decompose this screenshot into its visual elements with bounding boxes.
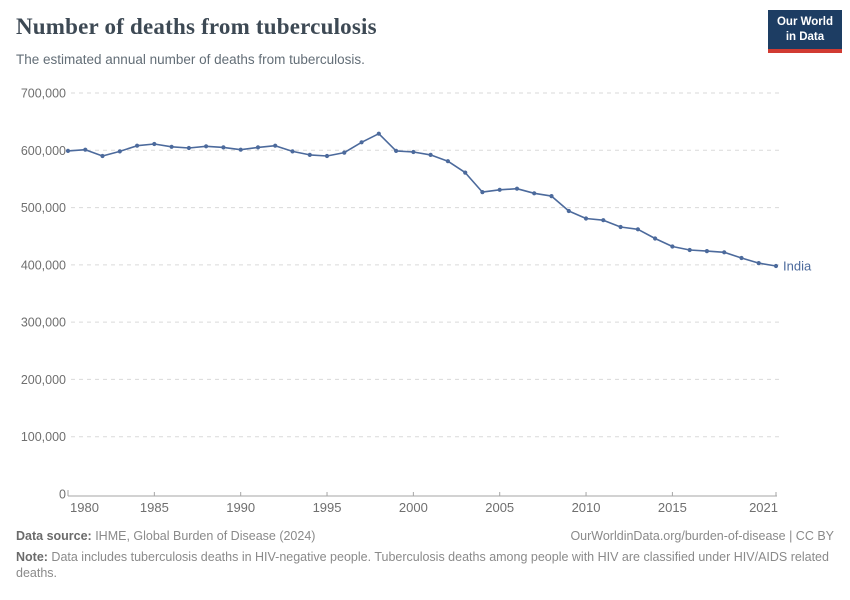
- data-point[interactable]: [687, 247, 692, 253]
- data-point[interactable]: [273, 143, 278, 148]
- chart-footer: Data source: IHME, Global Burden of Dise…: [16, 529, 834, 582]
- data-source-text: IHME, Global Burden of Disease (2024): [91, 529, 316, 543]
- owid-logo-line2: in Data: [785, 30, 825, 43]
- data-point[interactable]: [773, 263, 779, 269]
- x-tick-label: 1990: [226, 500, 255, 515]
- data-point[interactable]: [704, 249, 710, 254]
- data-point[interactable]: [635, 227, 641, 232]
- y-tick-label: 600,000: [21, 144, 66, 158]
- data-point[interactable]: [428, 152, 433, 157]
- data-point[interactable]: [394, 148, 399, 153]
- data-point[interactable]: [376, 131, 381, 136]
- y-tick-label: 700,000: [21, 87, 66, 101]
- data-point[interactable]: [653, 236, 658, 241]
- data-point[interactable]: [117, 149, 122, 154]
- page-title: Number of deaths from tuberculosis: [16, 14, 377, 39]
- data-point[interactable]: [549, 194, 554, 199]
- data-point[interactable]: [100, 153, 105, 159]
- data-point[interactable]: [307, 152, 312, 157]
- data-point[interactable]: [169, 144, 174, 149]
- data-point[interactable]: [152, 141, 157, 147]
- data-point[interactable]: [583, 216, 589, 221]
- x-tick-label: 2000: [399, 500, 428, 515]
- chart-subtitle: The estimated annual number of deaths fr…: [16, 52, 365, 67]
- data-point[interactable]: [290, 149, 295, 154]
- x-tick-label: 1985: [140, 500, 169, 515]
- data-point[interactable]: [566, 208, 571, 214]
- data-point[interactable]: [514, 186, 520, 191]
- data-point[interactable]: [324, 153, 330, 159]
- data-point[interactable]: [756, 261, 761, 266]
- data-point[interactable]: [255, 145, 261, 150]
- data-point[interactable]: [601, 218, 606, 223]
- owid-license-link[interactable]: OurWorldinData.org/burden-of-disease | C…: [570, 529, 834, 543]
- data-point[interactable]: [65, 148, 71, 153]
- data-point[interactable]: [670, 244, 675, 249]
- line-chart: 0 100,000 200,000 300,000 400,000 500,000 600,…: [21, 87, 812, 516]
- data-point[interactable]: [739, 255, 744, 261]
- x-tick-label: 2015: [658, 500, 687, 515]
- data-point[interactable]: [445, 159, 450, 164]
- series-line-india[interactable]: [67, 132, 777, 267]
- x-tick-label: 2010: [572, 500, 601, 515]
- y-tick-label: 100,000: [21, 430, 66, 444]
- data-point[interactable]: [204, 144, 209, 149]
- y-tick-label: 500,000: [21, 201, 66, 215]
- data-point[interactable]: [238, 147, 243, 152]
- data-point[interactable]: [221, 145, 226, 150]
- chart-note: Note: Data includes tuberculosis deaths …: [16, 549, 834, 582]
- data-source: Data source: IHME, Global Burden of Dise…: [16, 529, 315, 543]
- entity-label-india[interactable]: India: [783, 259, 812, 274]
- data-point[interactable]: [480, 190, 485, 195]
- data-point[interactable]: [411, 149, 416, 155]
- y-tick-label: 300,000: [21, 316, 66, 330]
- data-point[interactable]: [83, 147, 88, 152]
- data-source-label: Data source:: [16, 529, 92, 543]
- owid-logo[interactable]: Our World in Data: [767, 10, 842, 53]
- data-point[interactable]: [186, 145, 191, 151]
- x-tick-label: 2005: [485, 500, 514, 515]
- y-tick-label: 0: [59, 488, 66, 502]
- x-tick-label: 1980: [70, 500, 99, 515]
- owid-logo-line1: Our World: [776, 16, 833, 28]
- data-point[interactable]: [463, 170, 468, 175]
- note-label: Note:: [16, 550, 48, 564]
- x-tick-label: 1995: [313, 500, 342, 515]
- data-point[interactable]: [342, 150, 347, 155]
- data-point[interactable]: [135, 143, 140, 148]
- data-point[interactable]: [359, 140, 364, 145]
- note-text: Data includes tuberculosis deaths in HIV…: [16, 550, 829, 581]
- y-tick-label: 200,000: [21, 373, 66, 387]
- y-tick-label: 400,000: [21, 258, 66, 272]
- data-point[interactable]: [722, 250, 727, 255]
- data-point[interactable]: [532, 191, 537, 196]
- data-point[interactable]: [497, 187, 502, 192]
- x-tick-label: 2021: [749, 500, 778, 515]
- data-point[interactable]: [618, 224, 623, 230]
